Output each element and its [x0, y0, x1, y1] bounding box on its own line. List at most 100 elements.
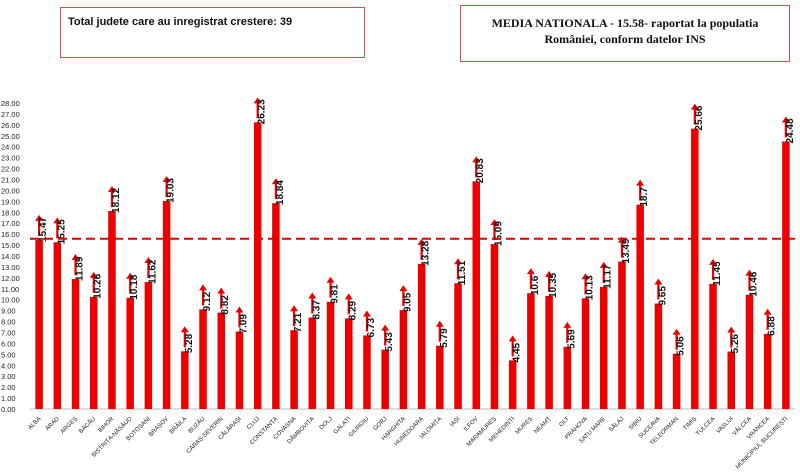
y-tick-label: 15.00 — [1, 241, 20, 250]
y-tick-label: 24.00 — [1, 143, 20, 152]
bar — [381, 349, 389, 409]
up-arrow-head — [381, 324, 390, 331]
y-tick-label: 10.00 — [1, 296, 20, 305]
bar — [308, 317, 317, 409]
up-arrow-head — [308, 292, 317, 299]
up-arrow-head — [290, 305, 299, 312]
data-label: 8.82 — [220, 295, 231, 315]
up-arrow-head — [563, 321, 572, 328]
data-label: 9.05 — [402, 292, 413, 312]
up-arrow-head — [217, 287, 226, 294]
bar — [162, 201, 171, 409]
y-tick-label: 23.00 — [1, 154, 20, 163]
up-arrow-head — [435, 320, 444, 327]
data-label: 24.48 — [785, 118, 796, 143]
up-arrow-head — [545, 270, 554, 277]
bar — [272, 203, 280, 409]
data-label: 18.7 — [639, 187, 650, 207]
up-arrow-head — [89, 271, 98, 278]
y-tick-label: 14.00 — [1, 252, 20, 261]
category-label: GIURGIU — [348, 416, 370, 438]
bar — [527, 293, 535, 409]
bar — [126, 297, 134, 409]
data-label: 25.66 — [694, 105, 705, 130]
y-tick-label: 2.00 — [1, 383, 16, 392]
bar — [727, 351, 735, 409]
up-arrow-head — [526, 268, 535, 275]
bar — [563, 346, 572, 409]
data-label: 11.45 — [712, 261, 723, 286]
bar — [290, 330, 298, 409]
bar — [345, 318, 353, 409]
bar — [436, 345, 444, 409]
total-counties-text: Total judete care au inregistrat crester… — [68, 16, 293, 28]
category-label: BRĂILA — [168, 415, 188, 435]
up-arrow-head — [126, 272, 135, 279]
category-label: BRAȘOV — [148, 416, 170, 438]
y-tick-label: 12.00 — [1, 274, 20, 283]
bar — [199, 309, 207, 409]
bar — [71, 279, 80, 409]
bar — [363, 335, 371, 409]
bar — [144, 282, 153, 409]
bar — [709, 283, 717, 409]
y-tick-label: 21.00 — [1, 176, 20, 185]
bar — [782, 141, 790, 409]
up-arrow-head — [763, 308, 772, 315]
data-label: 11.89 — [75, 256, 86, 281]
y-tick-label: 3.00 — [1, 372, 16, 381]
data-label: 5.28 — [184, 333, 195, 353]
data-label: 13.28 — [421, 240, 432, 265]
up-arrow-head — [454, 258, 463, 265]
data-label: 5.06 — [676, 336, 687, 356]
bar — [181, 351, 189, 409]
y-tick-label: 19.00 — [1, 197, 20, 206]
bar — [417, 263, 426, 409]
data-label: 7.21 — [293, 312, 304, 332]
data-label: 10.6 — [530, 275, 541, 295]
y-tick-label: 17.00 — [1, 219, 20, 228]
data-label: 8.37 — [311, 300, 322, 320]
up-arrow-head — [180, 326, 189, 333]
up-arrow-head — [672, 328, 681, 335]
data-label: 18.84 — [275, 180, 286, 205]
bar — [508, 360, 517, 409]
data-label: 10.18 — [129, 274, 140, 299]
y-tick-label: 0.00 — [1, 405, 16, 414]
bar — [654, 303, 663, 409]
category-label: TIMIȘ — [683, 416, 699, 432]
data-label: 9.65 — [657, 286, 668, 306]
bar — [691, 128, 699, 409]
up-arrow-head — [326, 276, 335, 283]
up-arrow-head — [417, 238, 426, 245]
bar — [745, 294, 754, 409]
category-label: ALBA — [27, 416, 42, 431]
y-tick-label: 9.00 — [1, 307, 16, 316]
y-tick-label: 25.00 — [1, 132, 20, 141]
up-arrow-head — [235, 306, 244, 313]
category-label: OLT — [559, 416, 571, 428]
bar — [53, 242, 62, 409]
up-arrow-head — [162, 176, 171, 183]
y-tick-label: 16.00 — [1, 230, 20, 239]
bar — [454, 283, 462, 409]
up-arrow-head — [144, 257, 153, 264]
up-arrow-head — [709, 258, 718, 265]
bar — [600, 286, 608, 409]
data-label: 18.12 — [111, 188, 122, 213]
category-label: BACĂU — [78, 415, 98, 435]
national-average-box: MEDIA NATIONALA - 15.58- raportat la pop… — [460, 5, 790, 62]
data-label: 5.26 — [730, 334, 741, 354]
data-label: 10.26 — [93, 273, 104, 298]
y-tick-label: 26.00 — [1, 121, 20, 130]
data-label: 5.69 — [566, 329, 577, 349]
y-tick-label: 22.00 — [1, 165, 20, 174]
bar — [618, 261, 626, 409]
up-arrow-head — [71, 254, 80, 261]
y-tick-label: 20.00 — [1, 186, 20, 195]
data-label: 7.09 — [238, 314, 249, 334]
bar — [490, 244, 499, 409]
data-label: 9.81 — [330, 284, 341, 304]
up-arrow-head — [654, 278, 663, 285]
